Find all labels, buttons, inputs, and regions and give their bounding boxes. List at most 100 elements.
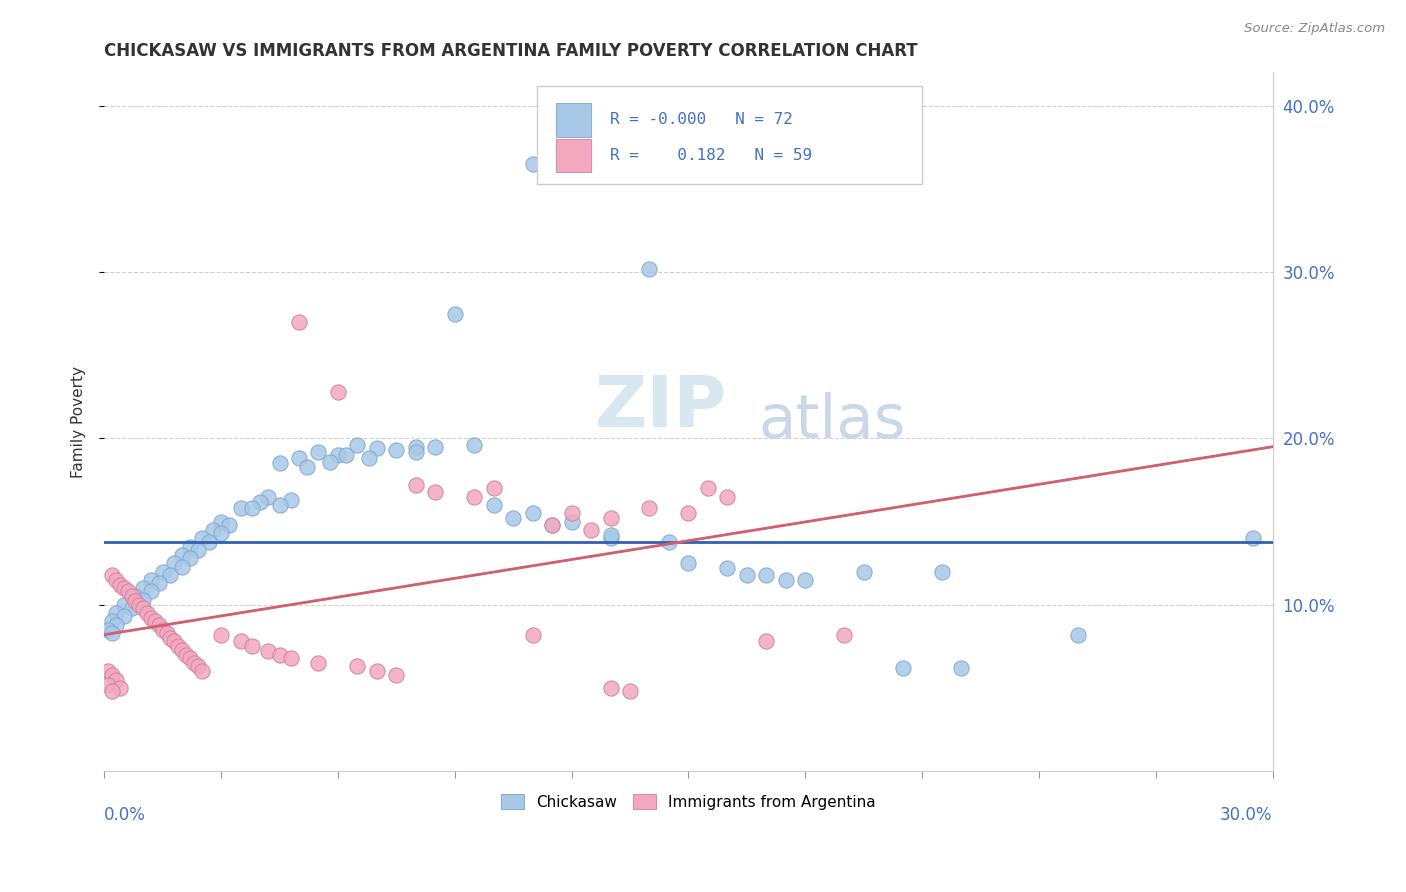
- Point: [308, 444, 330, 458]
- Point: [148, 576, 170, 591]
- Point: [121, 590, 143, 604]
- Point: [218, 517, 240, 532]
- Point: [209, 526, 232, 541]
- Point: [678, 506, 700, 520]
- Point: [366, 665, 388, 679]
- Point: [172, 548, 194, 562]
- Point: [101, 567, 124, 582]
- Point: [579, 523, 602, 537]
- Point: [775, 573, 797, 587]
- FancyBboxPatch shape: [537, 87, 922, 185]
- Point: [735, 567, 758, 582]
- Point: [108, 578, 131, 592]
- Point: [249, 494, 271, 508]
- Point: [405, 444, 427, 458]
- Point: [269, 456, 291, 470]
- Point: [104, 673, 127, 687]
- Point: [121, 601, 143, 615]
- Point: [104, 617, 127, 632]
- Text: CHICKASAW VS IMMIGRANTS FROM ARGENTINA FAMILY POVERTY CORRELATION CHART: CHICKASAW VS IMMIGRANTS FROM ARGENTINA F…: [104, 42, 918, 60]
- Point: [696, 481, 718, 495]
- Point: [366, 442, 388, 456]
- Point: [163, 634, 186, 648]
- Point: [97, 665, 120, 679]
- Point: [139, 573, 162, 587]
- Point: [599, 528, 621, 542]
- Point: [385, 443, 408, 458]
- Point: [101, 667, 124, 681]
- Point: [132, 601, 155, 615]
- Point: [405, 478, 427, 492]
- Point: [269, 498, 291, 512]
- Point: [658, 534, 681, 549]
- Point: [1241, 531, 1264, 545]
- Point: [280, 651, 302, 665]
- Point: [295, 459, 318, 474]
- Point: [187, 659, 209, 673]
- FancyBboxPatch shape: [557, 138, 592, 172]
- Point: [561, 506, 583, 520]
- Point: [280, 493, 302, 508]
- Point: [187, 542, 209, 557]
- Point: [97, 623, 120, 637]
- Point: [794, 573, 817, 587]
- Point: [638, 501, 661, 516]
- Point: [112, 609, 135, 624]
- Legend: Chickasaw, Immigrants from Argentina: Chickasaw, Immigrants from Argentina: [495, 789, 882, 816]
- Point: [108, 681, 131, 695]
- Point: [443, 307, 465, 321]
- Text: R = -0.000   N = 72: R = -0.000 N = 72: [610, 112, 793, 128]
- Point: [257, 644, 280, 658]
- Point: [139, 584, 162, 599]
- Point: [104, 606, 127, 620]
- Point: [190, 531, 212, 545]
- Point: [308, 656, 330, 670]
- Point: [240, 501, 263, 516]
- Point: [209, 515, 232, 529]
- Point: [198, 534, 221, 549]
- Point: [179, 540, 201, 554]
- Point: [179, 551, 201, 566]
- Point: [101, 684, 124, 698]
- Point: [716, 561, 738, 575]
- Point: [257, 490, 280, 504]
- Point: [202, 523, 225, 537]
- Point: [755, 567, 778, 582]
- Point: [425, 484, 447, 499]
- Point: [128, 598, 150, 612]
- Text: atlas: atlas: [758, 392, 905, 451]
- Point: [619, 684, 641, 698]
- Point: [167, 640, 190, 654]
- Point: [425, 440, 447, 454]
- Point: [599, 511, 621, 525]
- Text: ZIP: ZIP: [595, 374, 727, 442]
- Point: [463, 490, 485, 504]
- Point: [124, 590, 146, 604]
- Point: [326, 384, 349, 399]
- Point: [104, 573, 127, 587]
- Point: [152, 565, 174, 579]
- Point: [172, 559, 194, 574]
- Point: [1067, 628, 1090, 642]
- Text: R =    0.182   N = 59: R = 0.182 N = 59: [610, 148, 813, 163]
- Point: [112, 581, 135, 595]
- Point: [678, 556, 700, 570]
- Point: [190, 665, 212, 679]
- Point: [209, 628, 232, 642]
- Point: [97, 678, 120, 692]
- Point: [112, 598, 135, 612]
- Point: [163, 556, 186, 570]
- Point: [159, 631, 181, 645]
- Point: [229, 634, 252, 648]
- Text: 0.0%: 0.0%: [104, 806, 146, 824]
- Point: [326, 448, 349, 462]
- Point: [124, 594, 146, 608]
- Point: [832, 628, 855, 642]
- Point: [136, 606, 159, 620]
- Point: [174, 648, 197, 662]
- Point: [101, 615, 124, 629]
- Y-axis label: Family Poverty: Family Poverty: [72, 366, 86, 478]
- Point: [502, 511, 524, 525]
- Point: [172, 642, 194, 657]
- Point: [405, 440, 427, 454]
